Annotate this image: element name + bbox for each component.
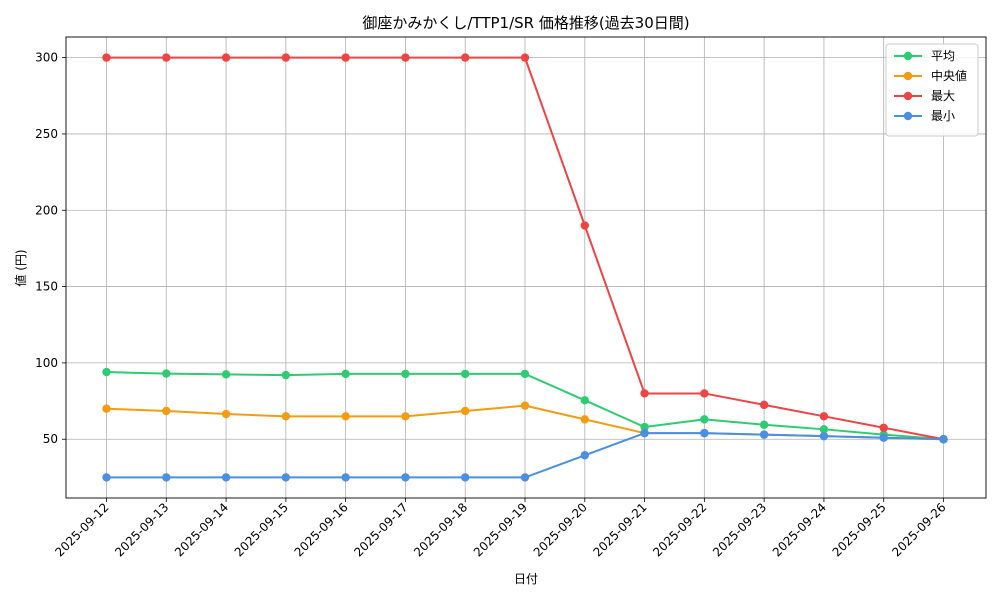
legend-label: 中央値 bbox=[931, 68, 967, 83]
data-point bbox=[281, 473, 291, 482]
legend-label: 最小 bbox=[931, 109, 955, 123]
x-axis-label: 日付 bbox=[514, 572, 538, 586]
data-point bbox=[221, 370, 231, 379]
data-point bbox=[640, 389, 649, 398]
data-point bbox=[221, 53, 231, 62]
y-axis-label: 値 (円) bbox=[13, 249, 28, 286]
legend-item: 平均 bbox=[894, 49, 955, 63]
data-point bbox=[819, 425, 829, 434]
data-point bbox=[281, 412, 291, 421]
data-point bbox=[580, 451, 589, 460]
data-point bbox=[580, 221, 589, 230]
legend-marker bbox=[903, 51, 913, 61]
data-point bbox=[700, 415, 709, 424]
data-point bbox=[520, 53, 530, 62]
data-point bbox=[401, 53, 410, 62]
data-point bbox=[700, 428, 709, 438]
data-point bbox=[461, 53, 470, 62]
y-tick-label: 250 bbox=[35, 127, 58, 141]
legend-item: 最小 bbox=[894, 109, 955, 123]
data-point bbox=[580, 396, 589, 405]
data-point bbox=[580, 415, 589, 424]
data-point bbox=[162, 53, 171, 62]
data-point bbox=[759, 430, 769, 439]
legend-marker bbox=[903, 111, 913, 121]
data-point bbox=[341, 473, 350, 482]
data-point bbox=[102, 404, 111, 413]
data-point bbox=[461, 406, 470, 416]
data-point bbox=[102, 53, 111, 62]
data-point bbox=[401, 412, 410, 421]
data-point bbox=[759, 400, 769, 410]
series-group bbox=[102, 53, 948, 482]
y-tick-label: 150 bbox=[35, 280, 58, 294]
chart-title: 御座かみかくし/TTP1/SR 価格推移(過去30日間) bbox=[362, 14, 689, 32]
legend-item: 最大 bbox=[894, 89, 955, 103]
plot-area bbox=[65, 36, 987, 499]
data-point bbox=[879, 423, 888, 432]
data-point bbox=[461, 369, 470, 379]
data-point bbox=[341, 53, 350, 62]
data-point bbox=[819, 412, 829, 421]
data-point bbox=[281, 53, 291, 62]
y-tick-label: 50 bbox=[43, 432, 58, 446]
legend-marker bbox=[903, 71, 913, 81]
data-point bbox=[162, 473, 171, 482]
data-point bbox=[401, 369, 410, 379]
y-tick-label: 100 bbox=[35, 356, 58, 370]
data-point bbox=[520, 369, 530, 379]
y-tick-label: 300 bbox=[35, 51, 58, 65]
data-point bbox=[341, 412, 350, 421]
legend-label: 最大 bbox=[931, 89, 955, 103]
data-point bbox=[700, 389, 709, 398]
legend-marker bbox=[903, 91, 913, 101]
data-point bbox=[221, 409, 231, 419]
data-point bbox=[281, 370, 291, 380]
data-point bbox=[162, 406, 171, 416]
data-point bbox=[759, 420, 769, 429]
legend-item: 中央値 bbox=[894, 68, 967, 83]
data-point bbox=[221, 473, 231, 482]
data-point bbox=[879, 433, 888, 442]
data-point bbox=[102, 473, 111, 482]
data-point bbox=[939, 435, 948, 444]
data-point bbox=[341, 369, 350, 379]
y-tick-label: 200 bbox=[35, 203, 58, 217]
data-point bbox=[401, 473, 410, 482]
data-point bbox=[640, 428, 649, 438]
data-point bbox=[520, 401, 530, 410]
series-最小 bbox=[102, 428, 948, 482]
y-axis: 50 100 150 200 250 300 bbox=[35, 51, 66, 446]
data-point bbox=[461, 473, 470, 482]
data-point bbox=[640, 422, 649, 432]
data-point bbox=[102, 367, 111, 377]
data-point bbox=[520, 473, 530, 482]
data-point bbox=[162, 369, 171, 378]
data-point bbox=[819, 431, 829, 441]
legend-label: 平均 bbox=[931, 49, 955, 63]
